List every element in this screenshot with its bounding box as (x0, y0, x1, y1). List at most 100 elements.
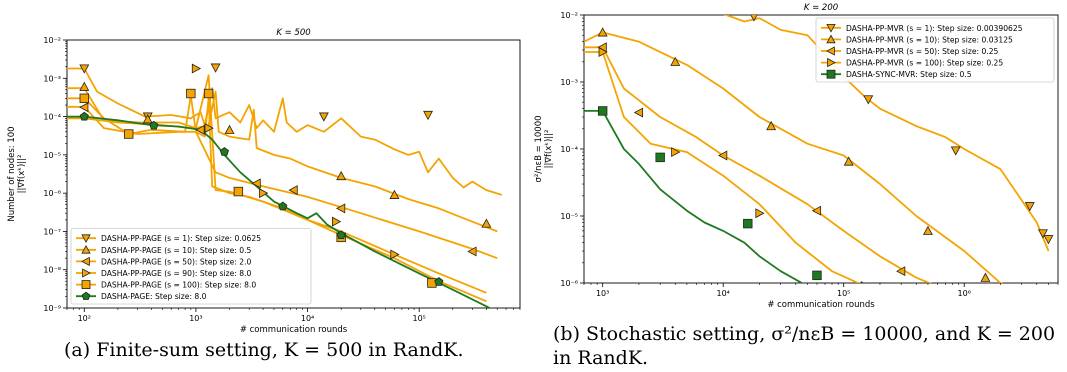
legend-label-0-0: DASHA-PP-PAGE (s = 1): Step size: 0.0625 (101, 234, 261, 243)
series-marker-1-2-2 (718, 150, 728, 161)
series-marker-1-1-4 (922, 225, 933, 235)
y-tick-label-0-7: 10⁻² (43, 36, 61, 45)
legend-marker-0-3 (82, 268, 91, 278)
series-line-0-3 (67, 74, 487, 294)
y-tick-label-1-4: 10⁻² (560, 11, 578, 20)
caption-b-line1: (b) Stochastic setting, σ²/nεB = 10000, … (553, 323, 1056, 345)
series-marker-1-4-0 (597, 106, 608, 116)
series-marker-1-1-3 (843, 156, 854, 166)
y-axis-label-line1-1: σ²/nεB = 10000 (534, 115, 544, 182)
series-marker-0-5-1 (149, 120, 159, 130)
series-line-0-2 (67, 105, 498, 260)
series-marker-0-2-2 (251, 178, 261, 189)
legend-box-1 (815, 17, 1055, 83)
series-marker-0-2-4 (336, 203, 346, 214)
series-marker-0-4-2 (186, 88, 196, 99)
legend-label-1-2: DASHA-PP-MVR (s = 50): Step size: 0.25 (846, 47, 999, 56)
series-marker-0-4-3 (203, 88, 214, 99)
y-tick-label-1-1: 10⁻⁵ (560, 212, 578, 221)
series-marker-0-0-0 (79, 64, 90, 74)
legend-label-0-1: DASHA-PP-PAGE (s = 10): Step size: 0.5 (101, 246, 252, 255)
legend-box-0 (70, 227, 312, 305)
legend-label-1-3: DASHA-PP-MVR (s = 100): Step size: 0.25 (846, 59, 1003, 68)
series-marker-0-3-2 (259, 188, 269, 199)
y-tick-label-0-1: 10⁻⁸ (43, 266, 61, 275)
series-marker-1-3-0 (598, 47, 608, 58)
series-marker-1-1-0 (597, 27, 608, 37)
y-tick-label-0-3: 10⁻⁶ (43, 189, 61, 198)
series-marker-0-1-3 (336, 170, 347, 181)
series-line-1-0 (723, 15, 1050, 252)
series-marker-0-4-0 (79, 93, 89, 104)
series-marker-1-4-4 (861, 285, 870, 294)
series-marker-1-0-1 (863, 95, 874, 105)
series-marker-1-4-3 (812, 270, 822, 281)
series-marker-0-5-5 (434, 277, 444, 286)
series-marker-1-4-2 (743, 218, 753, 229)
legend-marker-1-0 (826, 23, 836, 33)
series-marker-1-3-2 (755, 208, 765, 219)
series-marker-0-2-1 (195, 124, 205, 135)
x-tick-label-0-2: 10⁴ (301, 314, 314, 323)
series-marker-0-1-2 (224, 124, 235, 134)
series-line-1-1 (584, 31, 1004, 283)
y-tick-label-1-0: 10⁻⁶ (560, 279, 578, 288)
series-marker-0-1-0 (79, 81, 90, 91)
series-marker-1-0-2 (950, 146, 961, 156)
legend-marker-0-1 (81, 244, 91, 254)
plot-area-0 (67, 63, 503, 308)
series-line-1-2 (584, 46, 932, 283)
y-axis-label-line2-1: ||∇f(xᵏ)||² (544, 130, 554, 169)
x-tick-label-1-3: 10⁶ (958, 289, 971, 298)
series-marker-0-0-2 (210, 63, 221, 73)
series-marker-1-0-0 (750, 15, 758, 22)
series-marker-1-3-1 (671, 147, 681, 158)
legend-marker-1-4 (826, 69, 836, 79)
series-marker-0-0-4 (423, 110, 433, 121)
y-tick-label-0-6: 10⁻³ (43, 74, 61, 83)
legend-marker-1-1 (826, 34, 836, 44)
x-tick-label-0-1: 10³ (189, 314, 202, 323)
series-marker-0-1-4 (389, 189, 400, 199)
series-line-1-3 (584, 51, 861, 283)
series-marker-0-3-3 (331, 216, 342, 227)
x-tick-label-1-0: 10³ (596, 289, 609, 298)
legend-label-0-2: DASHA-PP-PAGE (s = 50): Step size: 2.0 (101, 257, 252, 266)
series-marker-0-5-4 (336, 230, 346, 240)
series-marker-1-4-1 (655, 152, 665, 163)
series-marker-1-0-3 (1024, 202, 1035, 212)
plot-area-1 (584, 15, 1054, 294)
series-marker-0-3-0 (191, 63, 202, 74)
legend-marker-0-4 (81, 280, 91, 290)
series-marker-1-3-3 (860, 281, 865, 283)
legend-marker-0-5 (81, 291, 91, 300)
series-marker-1-0-5 (1043, 235, 1054, 245)
series-line-1-4 (584, 110, 804, 283)
series-marker-0-5-2 (219, 147, 229, 156)
series-line-0-1 (67, 87, 498, 233)
series-marker-0-2-3 (288, 185, 298, 196)
x-tick-label-1-1: 10⁴ (716, 289, 729, 298)
legend-label-0-4: DASHA-PP-PAGE (s = 100): Step size: 8.0 (101, 281, 256, 290)
caption-b-line2: in RandK. (553, 347, 649, 369)
y-tick-label-0-4: 10⁻⁵ (43, 151, 61, 160)
series-marker-1-1-5 (980, 272, 991, 282)
y-tick-label-0-2: 10⁻⁷ (43, 227, 61, 236)
series-marker-0-1-1 (142, 114, 153, 124)
legend-marker-1-3 (827, 57, 836, 68)
series-marker-1-3-4 (942, 285, 950, 294)
series-marker-1-0-4 (1037, 229, 1048, 239)
series-marker-0-5-0 (79, 111, 89, 121)
x-tick-label-1-2: 10⁵ (837, 289, 850, 298)
series-marker-0-3-4 (390, 249, 400, 260)
legend-label-1-0: DASHA-PP-MVR (s = 1): Step size: 0.00390… (846, 24, 1023, 33)
y-axis-label-line1-0: Number of nodes: 100 (7, 126, 17, 221)
series-marker-0-2-5 (467, 246, 477, 257)
series-marker-0-2-0 (79, 102, 89, 113)
legend-label-1-1: DASHA-PP-MVR (s = 10): Step size: 0.0312… (846, 35, 1013, 44)
y-tick-label-1-3: 10⁻³ (560, 78, 578, 87)
x-axis-label-0: # communication rounds (240, 325, 348, 335)
series-marker-1-1-1 (670, 56, 681, 66)
y-tick-label-0-0: 10⁻⁹ (43, 304, 61, 313)
series-marker-0-3-1 (204, 123, 214, 134)
